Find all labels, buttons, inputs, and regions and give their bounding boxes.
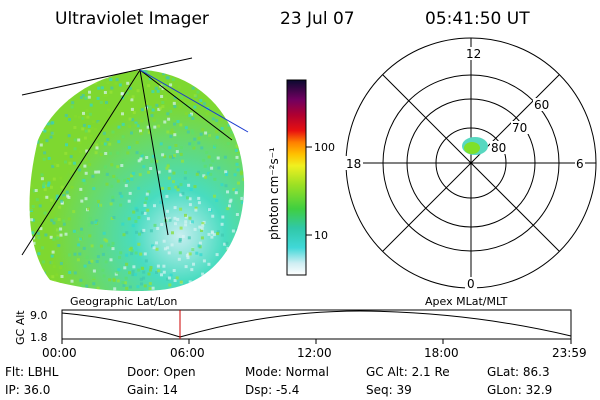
status-seq: Seq: 39 <box>366 383 412 397</box>
lat-label-70: 70 <box>512 121 527 135</box>
colorbar: 100 10 photon cm⁻²s⁻¹ <box>267 79 335 276</box>
status-gc-alt: GC Alt: 2.1 Re <box>366 365 450 379</box>
instrument-title: Ultraviolet Imager <box>55 9 209 29</box>
timeline-tick-1800: 18:00 <box>424 346 459 360</box>
status-door: Door: Open <box>127 365 196 379</box>
mlt-label-0: 0 <box>467 277 475 291</box>
timeline-tick-0600: 06:00 <box>170 346 205 360</box>
mlt-label-12: 12 <box>466 47 481 61</box>
polar-aurora-patch <box>462 137 488 155</box>
uv-image <box>21 57 249 292</box>
lat-label-60: 60 <box>534 98 549 112</box>
timeline-tick-0000: 00:00 <box>42 346 77 360</box>
time-label: 05:41:50 UT <box>425 9 530 29</box>
polar-plot <box>345 37 597 289</box>
status-panel: Flt: LBHL Door: Open Mode: Normal GC Alt… <box>5 365 552 397</box>
colorbar-unit-label: photon cm⁻²s⁻¹ <box>267 147 281 240</box>
polar-labels: 12 6 0 18 60 70 80 <box>345 47 585 291</box>
status-mode: Mode: Normal <box>245 365 329 379</box>
timeline-axis-title: GC Alt <box>14 310 27 345</box>
timeline-y-bottom: 1.8 <box>30 331 48 344</box>
status-flt: Flt: LBHL <box>5 365 59 379</box>
mlt-label-18: 18 <box>346 157 361 171</box>
timeline-tick-2359: 23:59 <box>552 346 587 360</box>
timeline-tick-1200: 12:00 <box>297 346 332 360</box>
colorbar-tick-10: 10 <box>314 229 328 242</box>
colorbar-tick-100: 100 <box>314 141 335 154</box>
status-glon: GLon: 32.9 <box>487 383 552 397</box>
timeline-plot <box>61 309 572 344</box>
lat-label-80: 80 <box>491 141 506 155</box>
timeline-left-label: Geographic Lat/Lon <box>70 295 177 308</box>
status-dsp: Dsp: -5.4 <box>245 383 299 397</box>
date-label: 23 Jul 07 <box>280 9 355 29</box>
status-gain: Gain: 14 <box>127 383 178 397</box>
timeline-right-label: Apex MLat/MLT <box>425 295 508 308</box>
status-ip: IP: 36.0 <box>5 383 50 397</box>
timeline-y-top: 9.0 <box>30 309 48 322</box>
mlt-label-6: 6 <box>576 157 584 171</box>
status-glat: GLat: 86.3 <box>487 365 550 379</box>
